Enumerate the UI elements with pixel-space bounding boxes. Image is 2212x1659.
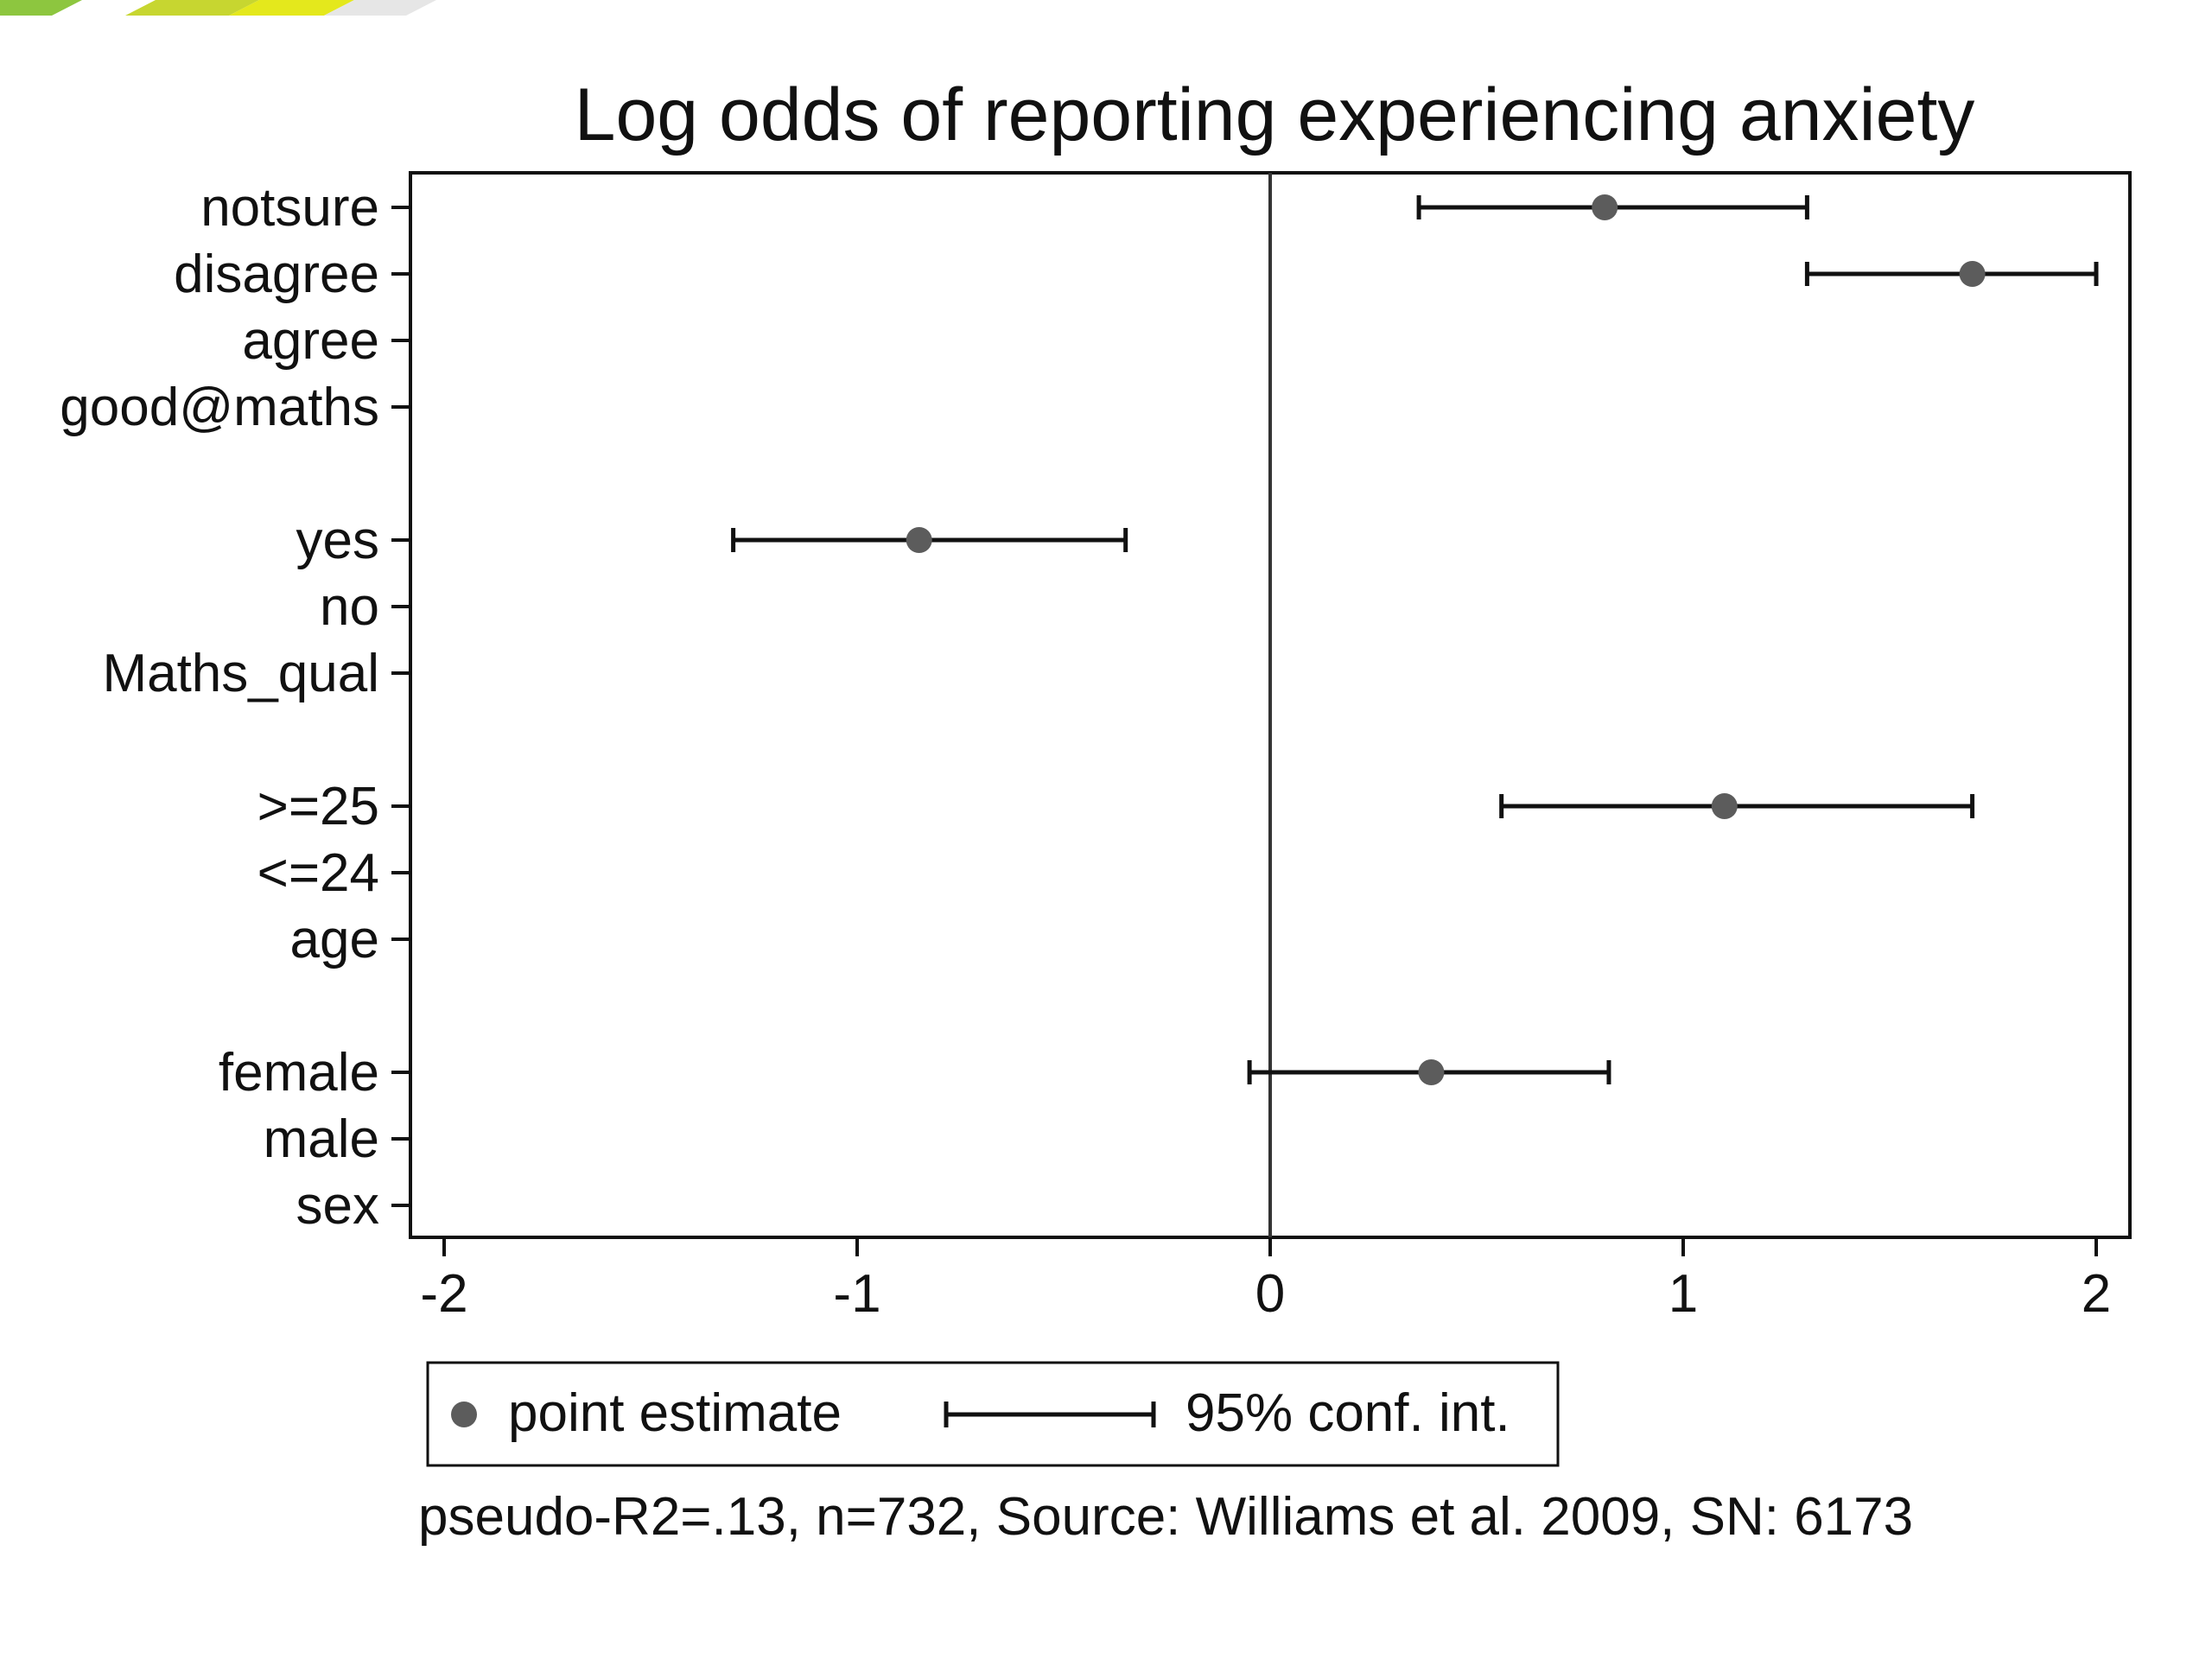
y-tick-label: agree bbox=[242, 311, 379, 371]
y-tick-label: female bbox=[219, 1043, 379, 1103]
x-tick-label: 1 bbox=[1669, 1264, 1698, 1324]
x-tick-label: -2 bbox=[420, 1264, 467, 1324]
y-tick-label: age bbox=[290, 910, 379, 969]
legend-point-marker bbox=[451, 1402, 477, 1427]
y-tick-label: Maths_qual bbox=[102, 644, 379, 703]
point-estimate bbox=[1959, 261, 1986, 287]
y-axis: notsure disagree agree good@maths yes no Maths… bbox=[60, 178, 410, 1236]
point-estimate bbox=[1711, 793, 1738, 819]
y-tick-label: <=24 bbox=[257, 843, 379, 903]
point-estimates bbox=[906, 194, 1986, 1085]
banner-stripe bbox=[125, 0, 259, 16]
banner-stripes bbox=[0, 0, 436, 16]
y-tick-label: no bbox=[320, 577, 379, 637]
x-tick-label: 2 bbox=[2082, 1264, 2111, 1324]
legend-ci-label: 95% conf. int. bbox=[1185, 1383, 1510, 1443]
y-tick-label: disagree bbox=[174, 245, 379, 304]
x-axis: -2 -1 0 1 2 bbox=[420, 1237, 2111, 1324]
banner-stripe bbox=[229, 0, 354, 16]
x-tick-label: 0 bbox=[1255, 1264, 1285, 1324]
point-estimate bbox=[1418, 1059, 1445, 1085]
legend-point-label: point estimate bbox=[508, 1383, 842, 1443]
ci-bar bbox=[1804, 262, 2099, 286]
y-tick-label: sex bbox=[296, 1176, 379, 1236]
chart-title: Log odds of reporting experiencing anxie… bbox=[575, 73, 1975, 156]
banner-stripe bbox=[324, 0, 436, 16]
y-tick-label: good@maths bbox=[60, 378, 379, 437]
y-tick-label: male bbox=[264, 1109, 379, 1169]
legend-ci-marker bbox=[944, 1402, 1156, 1427]
banner-stripe bbox=[0, 0, 82, 16]
y-tick-label: notsure bbox=[200, 178, 379, 238]
legend: point estimate 95% conf. int. bbox=[426, 1361, 1560, 1467]
chart-footnote: pseudo-R2=.13, n=732, Source: Williams e… bbox=[418, 1487, 1913, 1547]
point-estimate bbox=[906, 527, 932, 553]
confidence-intervals bbox=[731, 195, 2099, 1084]
point-estimate bbox=[1592, 194, 1618, 220]
x-tick-label: -1 bbox=[833, 1264, 880, 1324]
y-tick-label: yes bbox=[296, 511, 379, 570]
y-tick-label: >=25 bbox=[257, 777, 379, 836]
